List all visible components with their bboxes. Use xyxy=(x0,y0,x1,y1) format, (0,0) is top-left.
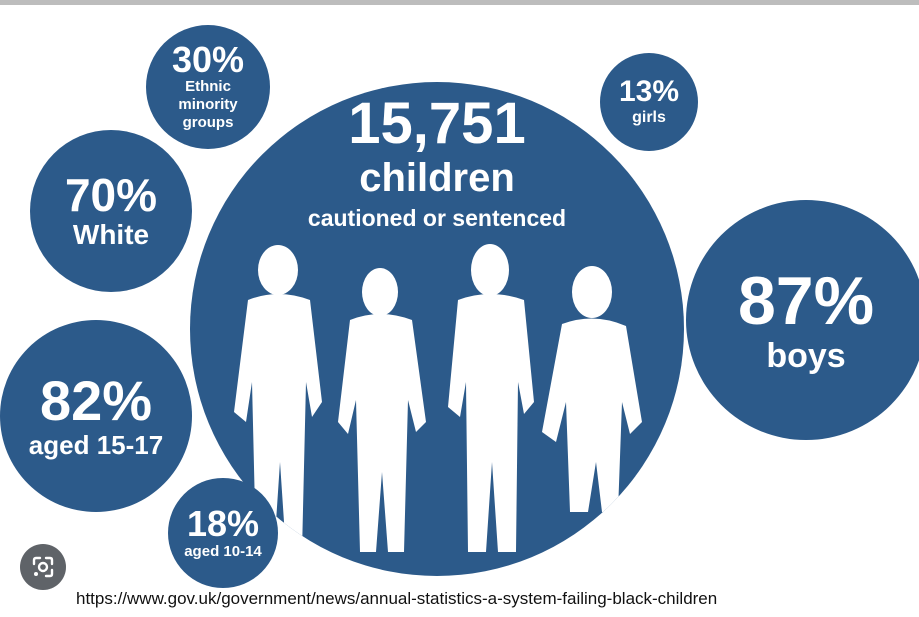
ethnic-minority-bubble: 30% Ethnic minority groups xyxy=(146,25,270,149)
main-stat-circle: 15,751 children cautioned or sentenced xyxy=(190,82,684,576)
children-count: 15,751 xyxy=(348,91,526,156)
aged-15-17-label: aged 15-17 xyxy=(28,430,164,460)
aged-10-14-bubble: 18% aged 10-14 xyxy=(168,478,278,588)
girls-value: 13% xyxy=(618,75,680,108)
boys-value: 87% xyxy=(737,263,875,339)
aged-10-14-label: aged 10-14 xyxy=(184,543,262,560)
white-bubble: 70% White xyxy=(30,130,192,292)
google-lens-icon[interactable] xyxy=(20,544,66,590)
boys-bubble: 87% boys xyxy=(686,200,919,440)
aged-10-14-value: 18% xyxy=(186,503,260,544)
white-value: 70% xyxy=(64,169,158,221)
aged-15-17-bubble: 82% aged 15-17 xyxy=(0,320,192,512)
children-silhouettes xyxy=(234,244,642,552)
lens-glyph-icon xyxy=(32,556,54,578)
girls-bubble: 13% girls xyxy=(600,53,698,151)
source-url[interactable]: https://www.gov.uk/government/news/annua… xyxy=(76,589,718,608)
white-label: White xyxy=(72,219,150,250)
aged-15-17-value: 82% xyxy=(39,369,153,432)
ethnic-minority-value: 30% xyxy=(171,39,245,80)
children-label: children xyxy=(359,156,515,200)
ethnic-minority-label-2: minority xyxy=(178,96,238,113)
ethnic-minority-label-1: Ethnic xyxy=(185,78,231,95)
ethnic-minority-label-3: groups xyxy=(182,114,234,131)
girls-label: girls xyxy=(632,109,666,126)
top-divider xyxy=(0,0,919,5)
main-subtitle: cautioned or sentenced xyxy=(307,205,567,231)
boys-label: boys xyxy=(766,337,846,375)
